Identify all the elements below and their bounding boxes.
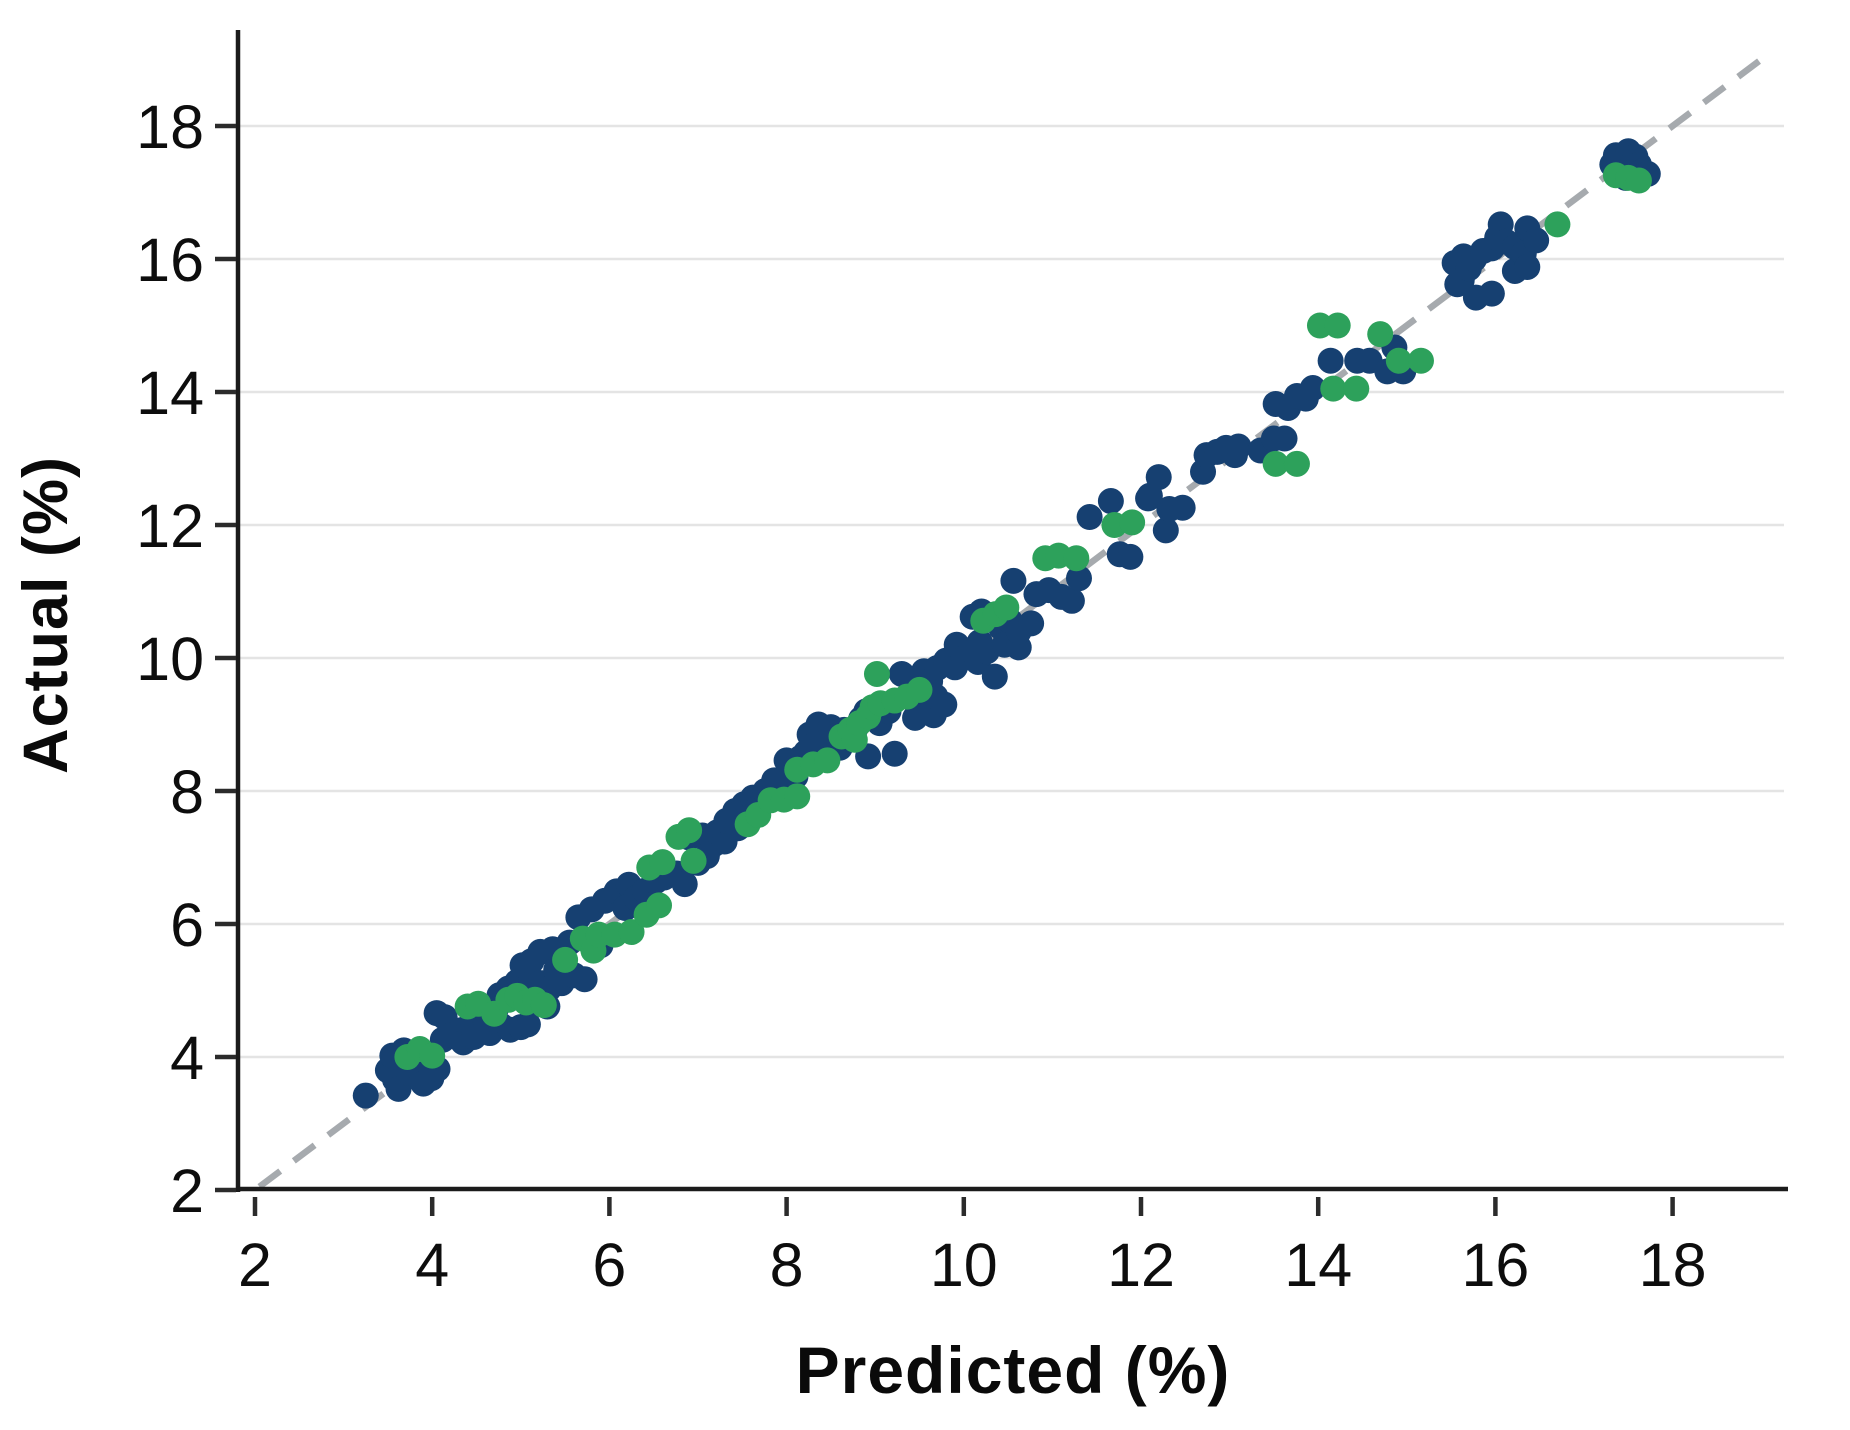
x-axis-title: Predicted (%) bbox=[795, 1333, 1231, 1407]
data-point-series_navy bbox=[1523, 227, 1550, 254]
data-point-series_green bbox=[419, 1042, 446, 1069]
x-tick-label: 8 bbox=[770, 1231, 804, 1299]
y-tick-label: 16 bbox=[136, 226, 204, 294]
data-point-series_navy bbox=[1169, 494, 1196, 521]
data-point-series_navy bbox=[981, 663, 1008, 690]
data-point-series_navy bbox=[931, 691, 958, 718]
data-point-series_green bbox=[646, 892, 673, 919]
x-tick-label: 16 bbox=[1461, 1231, 1529, 1299]
data-point-series_green bbox=[863, 660, 890, 687]
y-tick-label: 18 bbox=[136, 93, 204, 161]
data-point-series_navy bbox=[1152, 517, 1179, 544]
x-tick-label: 18 bbox=[1639, 1231, 1707, 1299]
data-point-series_green bbox=[530, 992, 557, 1019]
data-point-series_navy bbox=[1317, 347, 1344, 374]
data-point-series_green bbox=[993, 594, 1020, 621]
data-point-series_navy bbox=[1117, 543, 1144, 570]
data-point-series_navy bbox=[1478, 280, 1505, 307]
data-point-series_green bbox=[1625, 167, 1652, 194]
data-point-series_green bbox=[1283, 450, 1310, 477]
data-point-series_green bbox=[552, 946, 579, 973]
data-point-series_navy bbox=[1065, 565, 1092, 592]
x-tick-label: 14 bbox=[1284, 1231, 1352, 1299]
data-point-series_navy bbox=[881, 740, 908, 767]
data-point-series_green bbox=[680, 847, 707, 874]
data-point-series_navy bbox=[1514, 253, 1541, 280]
data-point-series_navy bbox=[571, 966, 598, 993]
data-point-series_green bbox=[814, 747, 841, 774]
x-tick-label: 10 bbox=[930, 1231, 998, 1299]
x-tick-label: 4 bbox=[415, 1231, 449, 1299]
data-point-series_navy bbox=[1076, 504, 1103, 531]
data-point-series_green bbox=[1063, 545, 1090, 572]
data-point-series_navy bbox=[352, 1082, 379, 1109]
data-point-series_navy bbox=[1145, 464, 1172, 491]
data-point-series_green bbox=[676, 817, 703, 844]
x-tick-label: 2 bbox=[238, 1231, 272, 1299]
data-point-series_green bbox=[618, 918, 645, 945]
data-point-series_green bbox=[1385, 347, 1412, 374]
data-point-series_green bbox=[1407, 347, 1434, 374]
data-point-series_navy bbox=[1225, 433, 1252, 460]
data-point-series_green bbox=[1320, 375, 1347, 402]
data-point-series_green bbox=[1324, 312, 1351, 339]
data-point-series_navy bbox=[1299, 375, 1326, 402]
y-tick-label: 2 bbox=[170, 1157, 204, 1225]
data-point-series_navy bbox=[1000, 567, 1027, 594]
data-point-series_navy bbox=[514, 1011, 541, 1038]
y-tick-label: 4 bbox=[170, 1024, 204, 1092]
data-point-series_navy bbox=[671, 871, 698, 898]
data-point-series_navy bbox=[1097, 488, 1124, 515]
y-tick-label: 6 bbox=[170, 891, 204, 959]
data-point-series_green bbox=[649, 849, 676, 876]
data-point-series_green bbox=[1262, 450, 1289, 477]
data-point-series_navy bbox=[1271, 425, 1298, 452]
y-axis-title: Actual (%) bbox=[11, 455, 81, 775]
data-point-series_navy bbox=[1018, 610, 1045, 637]
y-tick-label: 10 bbox=[136, 625, 204, 693]
data-point-series_navy bbox=[1058, 587, 1085, 614]
y-tick-label: 8 bbox=[170, 758, 204, 826]
data-point-series_green bbox=[1367, 321, 1394, 348]
data-point-series_green bbox=[1119, 509, 1146, 536]
data-point-series_green bbox=[906, 676, 933, 703]
data-point-series_green bbox=[784, 783, 811, 810]
y-tick-label: 12 bbox=[136, 492, 204, 560]
data-point-series_green bbox=[1343, 375, 1370, 402]
y-tick-label: 14 bbox=[136, 359, 204, 427]
data-point-series_green bbox=[1544, 211, 1571, 238]
x-tick-label: 6 bbox=[592, 1231, 626, 1299]
x-tick-label: 12 bbox=[1107, 1231, 1175, 1299]
